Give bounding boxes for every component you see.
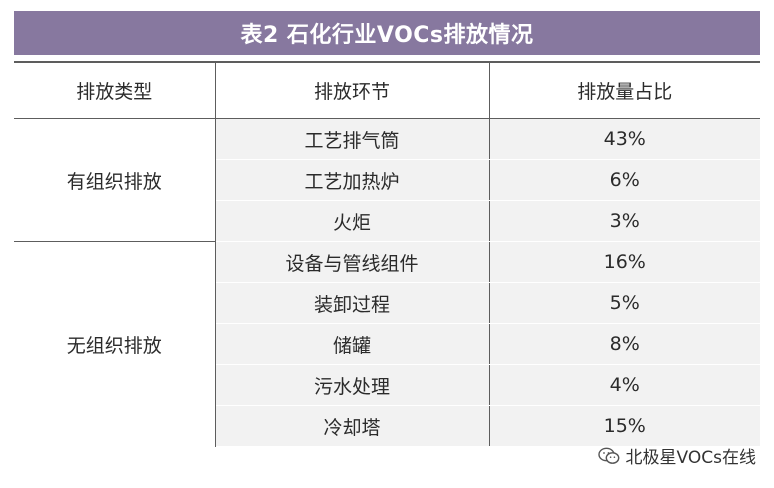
table-row: 有组织排放 工艺排气筒 43% <box>14 118 760 242</box>
row-value: 4% <box>489 364 760 406</box>
header-emission-share: 排放量占比 <box>488 61 760 119</box>
row-value: 5% <box>489 282 760 324</box>
table-header-row: 排放类型 排放环节 排放量占比 <box>14 61 760 119</box>
row-value: 43% <box>489 118 760 160</box>
row-value: 8% <box>489 323 760 365</box>
table-row: 火炬 3% <box>14 200 760 242</box>
row-value: 16% <box>489 241 760 283</box>
emissions-table: 排放类型 排放环节 排放量占比 有组织排放 工艺排气筒 43% 工艺加热炉 6%… <box>14 61 760 447</box>
table-row: 装卸过程 5% <box>14 282 760 324</box>
row-item: 储罐 <box>215 323 490 365</box>
wechat-icon <box>597 447 620 465</box>
row-item: 工艺排气筒 <box>215 118 490 160</box>
table-title: 表2 石化行业VOCs排放情况 <box>14 11 760 55</box>
row-item: 冷却塔 <box>215 405 490 447</box>
table-row: 无组织排放 设备与管线组件 16% <box>14 241 760 447</box>
watermark-text: 北极星VOCs在线 <box>625 448 756 468</box>
header-emission-stage: 排放环节 <box>214 61 489 119</box>
table-row: 污水处理 4% <box>14 364 760 406</box>
row-item: 污水处理 <box>215 364 490 406</box>
row-value: 6% <box>489 159 760 201</box>
group-label-organized: 有组织排放 <box>14 118 216 242</box>
group-label-unorganized: 无组织排放 <box>14 241 216 447</box>
table-row: 储罐 8% <box>14 323 760 365</box>
table-row: 冷却塔 15% <box>14 405 760 447</box>
row-item: 工艺加热炉 <box>215 159 490 201</box>
row-value: 3% <box>489 200 760 242</box>
row-item: 装卸过程 <box>215 282 490 324</box>
row-value: 15% <box>489 405 760 447</box>
watermark: 北极星VOCs在线 <box>597 443 756 468</box>
row-item: 设备与管线组件 <box>215 241 490 283</box>
table-row: 工艺加热炉 6% <box>14 159 760 201</box>
row-item: 火炬 <box>215 200 490 242</box>
header-emission-type: 排放类型 <box>14 61 215 119</box>
